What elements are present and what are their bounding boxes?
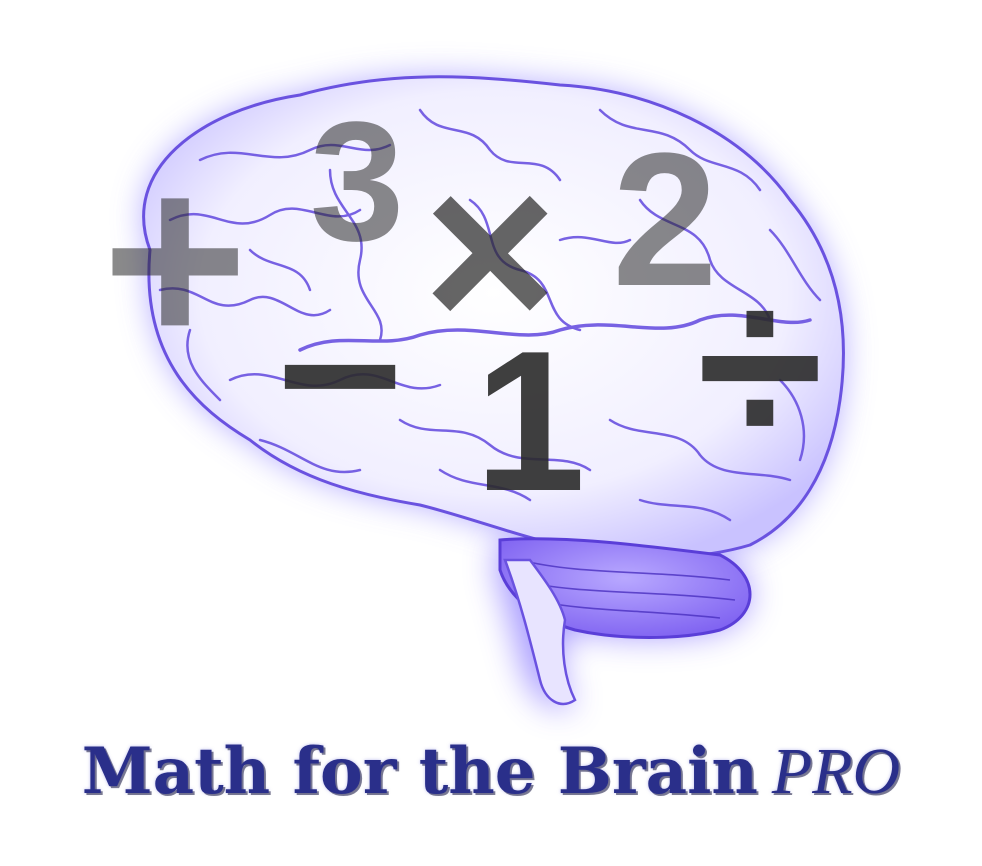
divide-symbol: ÷ [697,237,823,494]
cerebrum [142,75,845,559]
two-symbol: 2 [612,114,718,326]
app-title: Math for the Brain PRO [0,732,982,812]
plus-symbol: + [102,119,248,398]
times-symbol: × [423,122,557,379]
app-title-main: Math for the Brain [81,734,758,809]
app-title-suffix: PRO [771,735,901,808]
one-symbol: 1 [474,310,585,533]
brain-stem [503,558,577,706]
three-symbol: 3 [310,87,405,277]
math-symbols: + 3 × 2 − 1 ÷ [102,87,823,533]
minus-symbol: − [276,251,404,497]
